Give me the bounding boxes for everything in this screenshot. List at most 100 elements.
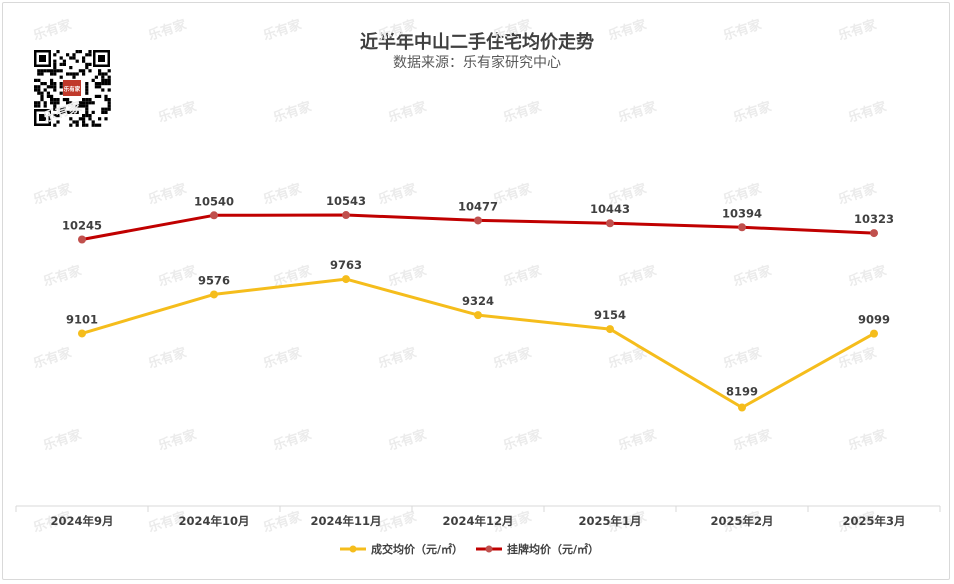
watermark-text: 乐有家 xyxy=(156,98,199,126)
watermark-text: 乐有家 xyxy=(31,344,74,372)
watermark-text: 乐有家 xyxy=(606,16,649,44)
legend-swatch-marker xyxy=(349,545,357,553)
data-point xyxy=(342,275,350,284)
chart-title: 近半年中山二手住宅均价走势 xyxy=(360,32,594,53)
data-label: 10245 xyxy=(62,218,102,232)
watermark-text: 乐有家 xyxy=(41,262,84,290)
data-point xyxy=(738,403,746,412)
qr-logo-text: 乐有家 xyxy=(64,85,81,93)
legend-item: 挂牌均价（元/㎡） xyxy=(476,542,599,556)
watermark-text: 乐有家 xyxy=(31,16,74,44)
data-label: 9324 xyxy=(462,294,494,308)
data-label: 8199 xyxy=(726,385,758,399)
watermark-text: 乐有家 xyxy=(156,262,199,290)
data-point xyxy=(606,325,614,334)
watermark-text: 乐有家 xyxy=(836,16,879,44)
watermark-text: 乐有家 xyxy=(846,98,889,126)
legend: 成交均价（元/㎡） 挂牌均价（元/㎡） xyxy=(340,542,599,556)
data-point xyxy=(210,290,218,299)
watermark-text: 乐有家 xyxy=(41,426,84,454)
watermark-text: 乐有家 xyxy=(846,262,889,290)
watermark-text: 乐有家 xyxy=(146,16,189,44)
x-tick-label: 2024年9月 xyxy=(50,514,113,528)
watermark-text: 乐有家 xyxy=(271,426,314,454)
x-tick-label: 2025年1月 xyxy=(578,514,641,528)
watermark-text: 乐有家 xyxy=(386,98,429,126)
watermark-text: 乐有家 xyxy=(491,344,534,372)
watermark-text: 乐有家 xyxy=(616,98,659,126)
x-tick-label: 2024年11月 xyxy=(310,514,381,528)
data-point xyxy=(78,329,86,338)
x-tick-label: 2024年10月 xyxy=(178,514,249,528)
watermark-text: 乐有家 xyxy=(731,98,774,126)
watermark-text: 乐有家 xyxy=(721,16,764,44)
data-point xyxy=(342,211,350,220)
data-point xyxy=(474,311,482,320)
watermark-text: 乐有家 xyxy=(376,180,419,208)
chart-subtitle: 数据来源：乐有家研究中心 xyxy=(393,55,561,71)
watermark-text: 乐有家 xyxy=(271,98,314,126)
watermark-text: 乐有家 xyxy=(261,508,304,536)
watermark-text: 乐有家 xyxy=(721,344,764,372)
watermark-text: 乐有家 xyxy=(491,16,534,44)
watermark-text: 乐有家 xyxy=(41,98,84,126)
data-point xyxy=(606,219,614,228)
x-tick-label: 2024年12月 xyxy=(442,514,513,528)
data-label: 10394 xyxy=(722,206,762,220)
watermark-layer: 乐有家 乐有家 乐有家 乐有家 乐有家 乐有家 乐有家 乐有家乐有家 乐有家 乐有家 乐有家 乐有家乐… xyxy=(31,16,889,536)
data-label: 9576 xyxy=(198,273,230,287)
data-label: 9763 xyxy=(330,258,362,272)
x-tick-label: 2025年3月 xyxy=(842,514,905,528)
data-label: 10543 xyxy=(326,194,366,208)
data-point xyxy=(474,216,482,225)
watermark-text: 乐有家 xyxy=(731,426,774,454)
watermark-text: 乐有家 xyxy=(501,262,544,290)
watermark-text: 乐有家 xyxy=(731,262,774,290)
watermark-text: 乐有家 xyxy=(616,262,659,290)
watermark-text: 乐有家 xyxy=(261,180,304,208)
watermark-text: 乐有家 xyxy=(261,16,304,44)
qr-logo-badge xyxy=(63,80,81,96)
data-label: 10540 xyxy=(194,194,234,208)
data-label: 9154 xyxy=(594,308,626,322)
legend-label: 挂牌均价（元/㎡） xyxy=(507,542,599,556)
data-label: 10443 xyxy=(590,202,630,216)
legend-label: 成交均价（元/㎡） xyxy=(371,542,463,556)
legend-swatch-marker xyxy=(485,545,493,553)
watermark-text: 乐有家 xyxy=(721,180,764,208)
data-point xyxy=(870,329,878,338)
watermark-text: 乐有家 xyxy=(146,180,189,208)
watermark-text: 乐有家 xyxy=(836,180,879,208)
data-point xyxy=(870,229,878,238)
watermark-text: 乐有家 xyxy=(376,16,419,44)
x-axis: 2024年9月 2024年10月 2024年11月 2024年12月 2025年1月 20… xyxy=(15,505,941,528)
qr-modules xyxy=(34,50,111,127)
legend-item: 成交均价（元/㎡） xyxy=(340,542,463,556)
watermark-text: 乐有家 xyxy=(31,180,74,208)
data-label: 10477 xyxy=(458,199,498,213)
x-tick-label: 2025年2月 xyxy=(710,514,773,528)
watermark-text: 乐有家 xyxy=(386,426,429,454)
watermark-text: 乐有家 xyxy=(501,98,544,126)
watermark-text: 乐有家 xyxy=(846,426,889,454)
qr-code: 乐有家 xyxy=(33,49,111,127)
data-point xyxy=(210,211,218,220)
watermark-text: 乐有家 xyxy=(376,508,419,536)
watermark-text: 乐有家 xyxy=(261,344,304,372)
watermark-text: 乐有家 xyxy=(616,426,659,454)
data-point xyxy=(738,223,746,232)
data-label: 10323 xyxy=(854,212,894,226)
watermark-text: 乐有家 xyxy=(376,344,419,372)
data-labels: 9101 9576 9763 9324 9154 8199 9099 10245 10540 10… xyxy=(62,194,894,399)
watermark-text: 乐有家 xyxy=(501,426,544,454)
data-label: 9099 xyxy=(858,313,890,327)
watermark-text: 乐有家 xyxy=(156,426,199,454)
watermark-text: 乐有家 xyxy=(146,344,189,372)
series-points xyxy=(78,211,878,412)
data-point xyxy=(78,235,86,244)
data-label: 9101 xyxy=(66,312,98,326)
watermark-text: 乐有家 xyxy=(836,344,879,372)
